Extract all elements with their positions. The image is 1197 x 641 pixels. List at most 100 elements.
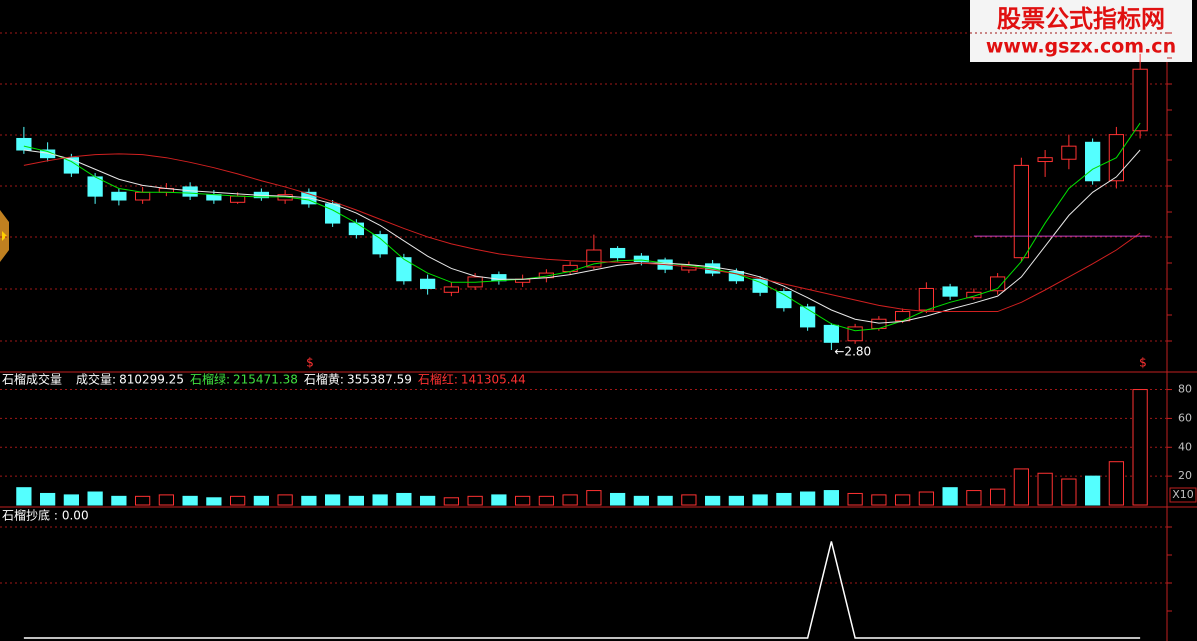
volume-bar	[87, 491, 103, 506]
candle-body	[1085, 141, 1101, 182]
volume-bar	[800, 491, 816, 506]
candle-body	[562, 264, 578, 273]
candle-body	[420, 278, 436, 289]
volume-bar	[135, 495, 151, 506]
volume-bar	[1013, 468, 1029, 506]
readout-value: 0.00	[62, 509, 89, 523]
candle-body	[325, 203, 341, 224]
candle-body	[443, 286, 459, 293]
unit-label: X10	[1172, 488, 1194, 501]
volume-bar	[515, 495, 531, 506]
candle-body	[990, 276, 1006, 292]
unit-box	[1169, 487, 1197, 503]
candle-body	[1061, 145, 1077, 160]
y-tick-label: 40	[1178, 440, 1192, 453]
candle-body	[633, 255, 649, 263]
readout-value: 215471.38	[233, 373, 298, 387]
volume-bar	[752, 494, 768, 506]
candle-body	[396, 257, 412, 282]
volume-bar	[823, 490, 839, 506]
volume-bar	[372, 494, 388, 506]
volume-bar	[325, 494, 341, 506]
y-tick-label: 80	[1178, 383, 1192, 396]
volume-bar	[1037, 472, 1053, 506]
candle-body	[491, 274, 507, 282]
volume-bar	[705, 495, 721, 506]
volume-bar	[491, 494, 507, 506]
moving-average	[23, 153, 1141, 313]
readout-label: 石榴绿:	[190, 372, 230, 387]
readout-value: 141305.44	[461, 373, 526, 387]
volume-bar	[776, 492, 792, 506]
moving-average	[23, 122, 1141, 332]
low-annotation: ←2.80	[834, 345, 871, 359]
readout-value: 810299.25	[119, 373, 184, 387]
candle-body	[776, 291, 792, 309]
readout-label: 石榴黄:	[304, 373, 344, 387]
side-arrow	[2, 231, 7, 241]
moving-average	[23, 149, 1141, 324]
volume-bar	[111, 495, 127, 506]
watermark-box	[970, 0, 1192, 62]
volume-bar	[990, 488, 1006, 506]
candle-body	[800, 306, 816, 328]
volume-bar	[253, 495, 269, 506]
signal-mark: $	[306, 356, 314, 370]
volume-bar	[467, 495, 483, 506]
signal-mark: $	[1139, 356, 1147, 370]
y-tick-label: 20	[1178, 469, 1192, 482]
volume-bar	[40, 492, 56, 506]
candle-body	[111, 191, 127, 201]
candle-body	[1132, 68, 1148, 132]
candle-body	[1037, 157, 1053, 163]
volume-bar	[63, 494, 79, 506]
volume-bar	[1061, 478, 1077, 506]
volume-bar	[230, 495, 246, 506]
candle-body	[230, 195, 246, 203]
volume-bar	[1085, 475, 1101, 506]
candle-body	[16, 137, 32, 151]
volume-bar	[182, 495, 198, 506]
readout-label: 石榴红:	[418, 372, 458, 387]
volume-bar	[277, 494, 293, 506]
volume-bar	[966, 490, 982, 506]
candle-body	[823, 324, 839, 343]
candle-body	[942, 286, 958, 297]
readout-label: 成交量:	[76, 372, 116, 387]
volume-bar	[895, 494, 911, 506]
watermark-url: www.gszx.com.cn	[986, 36, 1176, 58]
volume-bar	[847, 492, 863, 506]
volume-bar	[348, 495, 364, 506]
candle-body	[610, 247, 626, 259]
volume-bar	[871, 494, 887, 506]
volume-bar	[562, 494, 578, 506]
panel-title: 石榴成交量	[2, 372, 62, 387]
panel-title: 石榴抄底 :	[2, 508, 58, 523]
volume-bar	[681, 494, 697, 506]
volume-bar	[610, 492, 626, 506]
candle-body	[372, 234, 388, 255]
volume-bar	[657, 495, 673, 506]
volume-bar	[443, 497, 459, 506]
volume-bar	[918, 491, 934, 506]
volume-bar	[942, 487, 958, 506]
candle-body	[966, 291, 982, 299]
candle-body	[586, 249, 602, 268]
watermark-title: 股票公式指标网	[997, 5, 1165, 33]
volume-bar	[728, 495, 744, 506]
y-tick-label: 60	[1178, 411, 1192, 424]
volume-bar	[586, 490, 602, 506]
volume-bar	[301, 495, 317, 506]
candle-body	[895, 311, 911, 322]
volume-bar	[420, 495, 436, 506]
volume-bar	[1108, 461, 1124, 506]
candle-body	[135, 191, 151, 201]
volume-bar	[16, 487, 32, 506]
candle-body	[918, 287, 934, 311]
signal-line	[23, 541, 1141, 639]
volume-bar	[158, 494, 174, 506]
volume-bar	[538, 495, 554, 506]
volume-bar	[633, 495, 649, 506]
candle-body	[40, 149, 56, 159]
